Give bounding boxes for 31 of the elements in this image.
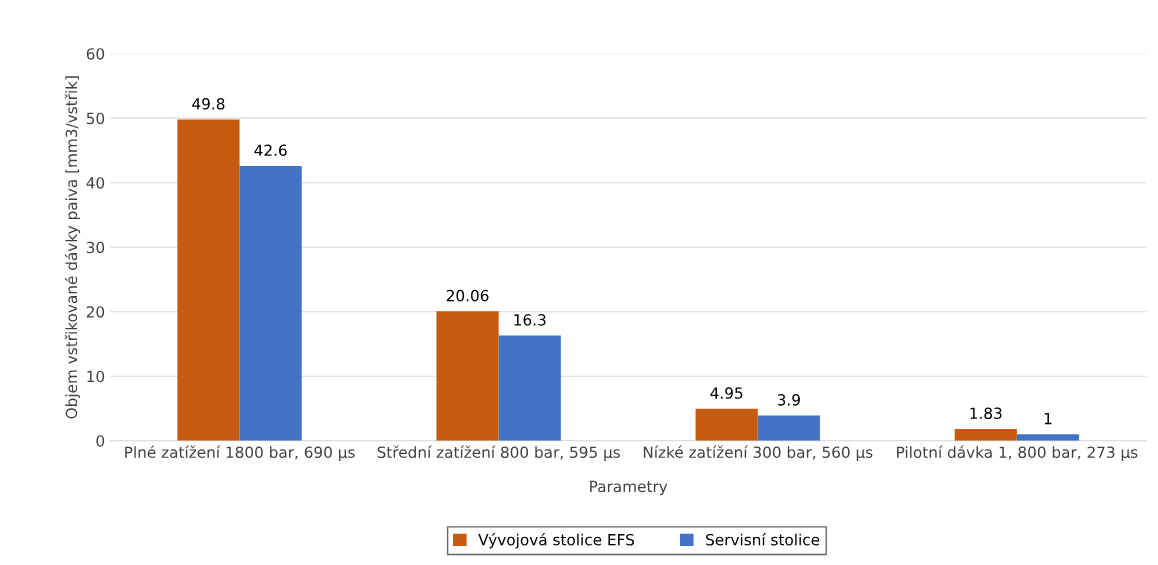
bar (177, 119, 240, 441)
data-label: 4.95 (710, 387, 743, 399)
bar (954, 428, 1017, 441)
bar (498, 335, 561, 441)
legend-label: Vývojová stolice EFS (478, 533, 634, 549)
data-label: 3.9 (777, 394, 800, 406)
x-tick-label: Plné zatížení 1800 bar, 690 µs (125, 445, 355, 461)
bar (695, 408, 758, 441)
y-tick-label: 60 (86, 48, 105, 60)
y-tick-label: 10 (87, 370, 105, 383)
data-label: 20.06 (446, 289, 489, 302)
bar (757, 415, 820, 441)
y-tick-label: 0 (96, 435, 105, 447)
x-tick-label: Pilotní dávka 1, 800 bar, 273 µs (897, 445, 1138, 461)
data-label: 16.3 (514, 314, 546, 326)
y-tick-label: 20 (86, 306, 105, 318)
y-axis-title: Objem vstřikované dávky paiva [mm3/vstřik] (64, 76, 81, 419)
y-tick-label: 30 (86, 241, 105, 254)
y-tick-label: 50 (86, 112, 105, 125)
legend-label: Servisní stolice (706, 533, 820, 546)
y-tick-label: 40 (86, 177, 105, 189)
data-label: 49.8 (192, 98, 225, 110)
x-tick-label: Nízké zatížení 300 bar, 560 µs (643, 445, 873, 461)
bar (436, 311, 499, 441)
bar (239, 165, 302, 441)
x-axis-title: Parametry (590, 480, 668, 496)
x-tick-label: Střední zatížení 800 bar, 595 µs (377, 445, 620, 461)
data-label: 1 (1044, 412, 1052, 425)
bar (1016, 434, 1080, 441)
data-label: 42.6 (254, 144, 287, 157)
data-label: 1.83 (970, 407, 1002, 419)
